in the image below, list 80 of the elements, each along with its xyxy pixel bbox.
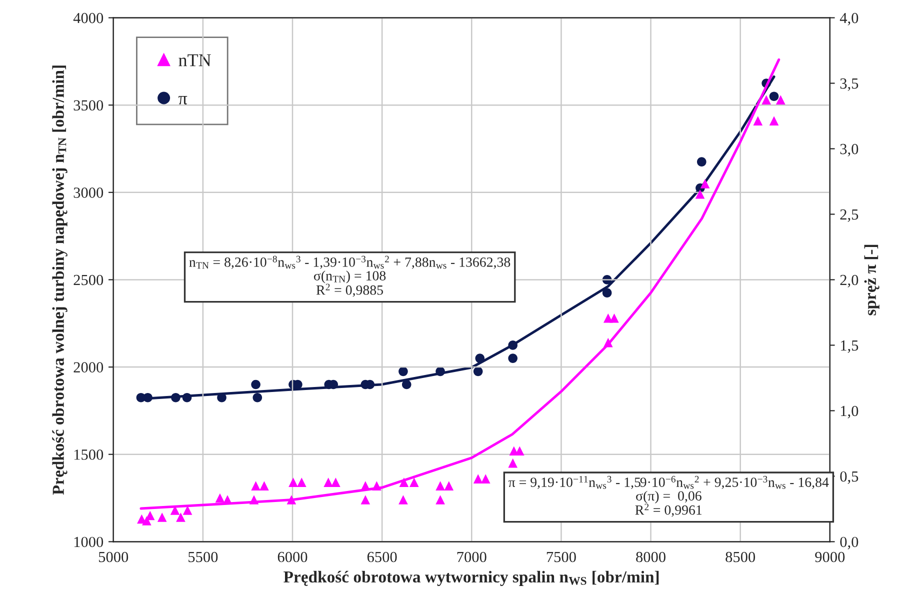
point (762, 95, 771, 104)
point (252, 392, 262, 402)
legend-label: nTN (178, 54, 211, 66)
y-tick-label: 2000 (74, 362, 104, 372)
y2-tick-label: 0,0 (840, 536, 858, 550)
x-tick-label: 8500 (726, 552, 756, 562)
point (296, 478, 306, 487)
x-tick-label: 8000 (636, 552, 666, 562)
x-tick-label: 5000 (98, 552, 128, 562)
point (436, 366, 445, 376)
point (157, 512, 167, 522)
point (402, 380, 412, 390)
y2-tick-label: 1,0 (840, 406, 858, 418)
y-tick-label: 3500 (74, 100, 104, 111)
point (480, 474, 490, 484)
point (475, 354, 485, 363)
point (696, 157, 706, 166)
y2-tick-label: 3,0 (840, 144, 858, 156)
point (260, 481, 269, 490)
point (769, 92, 779, 102)
y2-axis-title: spręż π [-] (864, 244, 880, 316)
y2-tick-label: 1,5 (840, 340, 858, 353)
x-tick-label: 6500 (367, 552, 397, 562)
point (398, 495, 408, 504)
point (143, 392, 152, 402)
point (753, 116, 763, 126)
x-tick-label: 7500 (546, 552, 576, 562)
point (776, 95, 786, 104)
point (769, 116, 779, 126)
point (473, 366, 483, 376)
point (473, 474, 483, 484)
text: n$_{TN}$ = 8,26·10$^{−8}$n$_{ws}$$^{3}$ - 1,39·10$^{−3}$n$_{ws}$$^{2}$ + 7,88n$_{ws}$ - 13662,38 σ(n$_{TN}$) = 108 R$^{2}$ = 0,9885 (189, 256, 510, 297)
point (436, 495, 445, 504)
point (695, 189, 705, 199)
y-axis-title: Prędkość obrotowa wolnej turbiny napędowej n$_{TN}$ [obr/min] (52, 66, 68, 495)
y-tick-label: 4000 (73, 12, 104, 24)
point (610, 313, 619, 323)
point (444, 481, 454, 490)
point (602, 288, 612, 298)
point (372, 481, 382, 490)
point (288, 478, 298, 487)
point (286, 495, 296, 504)
point (436, 481, 445, 490)
point (324, 478, 333, 487)
y-tick-label: 3000 (74, 188, 104, 198)
point (249, 495, 259, 504)
point (171, 392, 180, 402)
point (508, 458, 518, 468)
y-tick-label: 1500 (74, 450, 104, 460)
y2-tick-label: 3,5 (840, 78, 858, 91)
legend-label: π (178, 96, 188, 104)
x-tick-label: 9000 (815, 552, 845, 562)
point (182, 392, 192, 402)
point (508, 354, 518, 363)
y-tick-label: 1000 (74, 536, 104, 548)
x-axis-title: Prędkość obrotowa wytwornicy spalin n$_{WS}$ [obr/min] (284, 570, 659, 586)
point (331, 478, 340, 487)
y2-tick-label: 2,0 (840, 274, 858, 288)
point (222, 495, 232, 504)
point (508, 340, 518, 350)
point (398, 366, 408, 376)
point (409, 478, 419, 487)
x-tick-label: 7000 (457, 552, 486, 562)
y-tick-label: 2500 (74, 274, 104, 286)
point (215, 493, 225, 503)
point (700, 179, 710, 188)
x-tick-label: 6000 (278, 552, 308, 562)
point (603, 338, 613, 348)
text: π = 9,19·10$^{−11}$n$_{ws}$$^{3}$ - 1,59·10$^{−6}$n$_{ws}$$^{2}$ + 9,25·10$^{−3}$n$_{ws}$ - 16,84 σ(π) = 0,06 R$^{2}$ = 0,9961 (508, 476, 829, 517)
point (251, 380, 260, 390)
y2-tick-label: 4,0 (840, 12, 858, 26)
y2-tick-label: 0,5 (840, 471, 858, 484)
point (399, 478, 409, 487)
point (251, 481, 260, 490)
point (176, 512, 186, 522)
point (360, 495, 370, 504)
point (360, 481, 370, 490)
x-tick-label: 5500 (188, 552, 218, 562)
point (182, 506, 192, 515)
y2-tick-label: 2,5 (840, 209, 858, 222)
